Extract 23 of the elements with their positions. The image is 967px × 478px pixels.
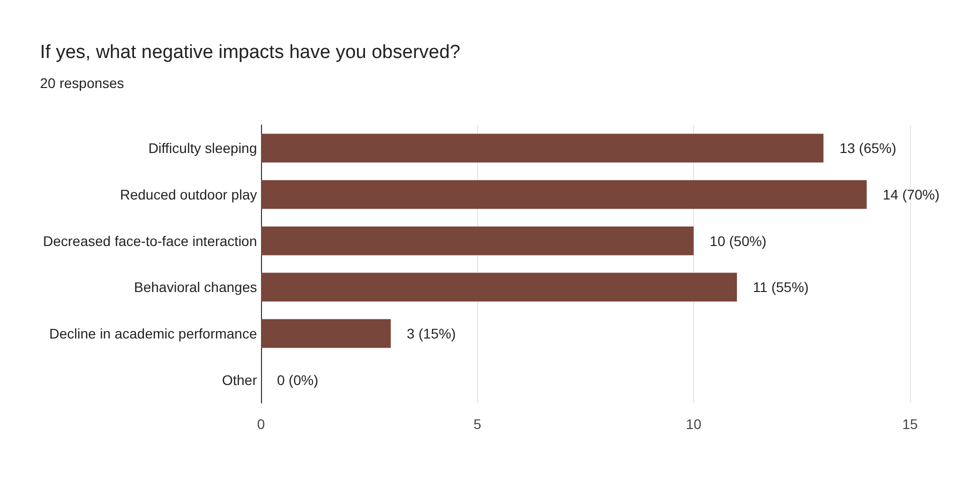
data-label: 13 (65%) xyxy=(839,140,896,156)
y-tick-label: Decreased face-to-face interaction xyxy=(43,232,257,249)
text: 20 responses xyxy=(40,75,124,91)
bar xyxy=(261,319,391,348)
bar xyxy=(261,134,824,163)
y-tick-label: Difficulty sleeping xyxy=(148,140,257,156)
bar xyxy=(261,226,694,256)
x-tick-label: 15 xyxy=(902,416,918,432)
data-label: 0 (0%) xyxy=(277,372,318,388)
data-label: 3 (15%) xyxy=(406,326,456,342)
data-label: 11 (55%) xyxy=(752,279,809,296)
y-tick-label: Decline in academic performance xyxy=(49,326,258,342)
data-label: 10 (50%) xyxy=(710,232,766,249)
data-label: 14 (70%) xyxy=(882,186,940,202)
chart-title: If yes, what negative impacts have you observed? xyxy=(40,42,460,63)
bar xyxy=(261,180,867,209)
x-tick-label: 10 xyxy=(686,416,702,432)
x-tick-label: 0 xyxy=(257,416,266,432)
x-tick-label: 5 xyxy=(473,416,482,432)
y-tick-label: Reduced outdoor play xyxy=(120,186,257,202)
y-tick-label: Behavioral changes xyxy=(134,279,257,296)
y-tick-label: Other xyxy=(222,372,258,388)
bar xyxy=(261,272,737,302)
